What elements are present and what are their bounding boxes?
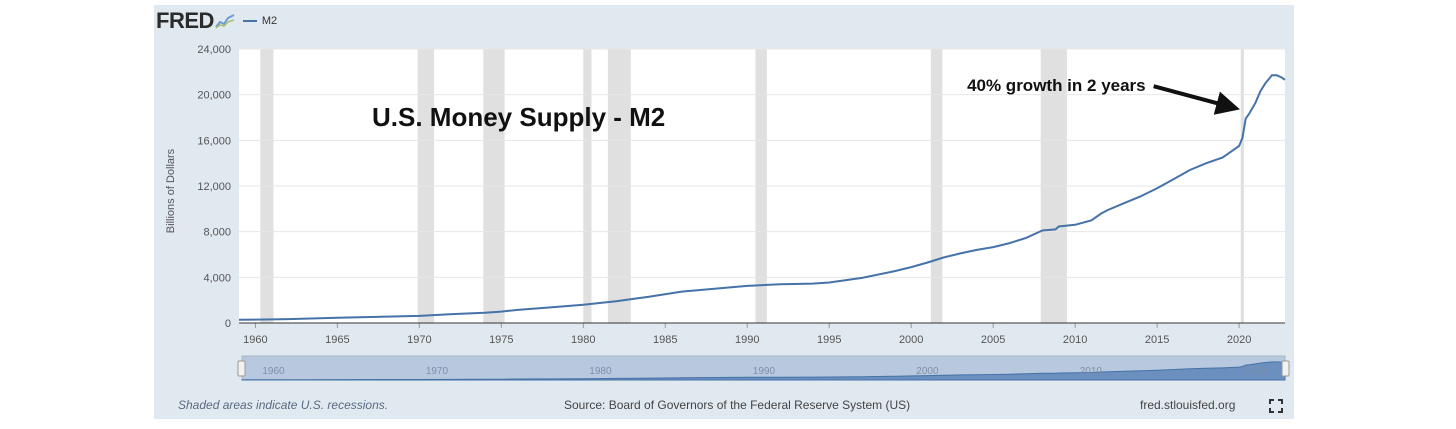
navigator-tick-label: 1970 <box>426 366 449 377</box>
navigator-handle-left[interactable] <box>237 360 246 377</box>
x-tick-label: 1980 <box>571 334 595 346</box>
source-note: Source: Board of Governors of the Federa… <box>564 398 911 412</box>
legend[interactable]: M2 <box>242 15 278 27</box>
legend-swatch <box>242 20 257 22</box>
x-tick-label: 1990 <box>735 334 759 346</box>
navigator-tick-label: 1990 <box>753 366 776 377</box>
grid-layer <box>239 48 1285 278</box>
range-navigator[interactable]: 1960 1970 1980 1990 2000 2010 2020 <box>237 355 1290 381</box>
y-tick-label: 4,000 <box>203 272 231 284</box>
annotation-text: 40% growth in 2 years <box>967 76 1146 95</box>
site-link[interactable]: fred.stlouisfed.org <box>1140 398 1236 412</box>
annotation-arrow <box>1153 84 1240 115</box>
x-tick-label: 1985 <box>653 334 677 346</box>
navigator-tick-label: 2000 <box>916 366 939 377</box>
annotation-layer: 40% growth in 2 years <box>967 76 1240 115</box>
legend-label: M2 <box>261 15 278 27</box>
y-tick-label: 0 <box>225 318 231 330</box>
navigator-tick-label: 2020 <box>1243 366 1266 377</box>
navigator-tick-label: 1960 <box>262 366 285 377</box>
x-tick-label: 2000 <box>899 334 923 346</box>
xtick-layer: 1960 1965 1970 1975 1980 1985 1990 1995 2000 2005… <box>243 323 1251 346</box>
chart-card: 0 4,000 8,000 12,000 16,000 20,000 24,000 1960… <box>154 5 1294 419</box>
x-tick-label: 2020 <box>1227 334 1251 346</box>
y-tick-label: 20,000 <box>197 90 231 102</box>
x-tick-label: 2010 <box>1063 334 1087 346</box>
series-line-m2 <box>238 74 1286 321</box>
fullscreen-icon[interactable] <box>1269 399 1283 413</box>
chart-svg: 0 4,000 8,000 12,000 16,000 20,000 24,000 1960… <box>165 44 1290 381</box>
x-tick-label: 1960 <box>243 334 267 346</box>
y-tick-label: 8,000 <box>203 227 231 239</box>
y-tick-label: 12,000 <box>197 181 231 193</box>
x-tick-label: 1970 <box>407 334 431 346</box>
recession-note: Shaded areas indicate U.S. recessions. <box>178 398 389 412</box>
x-tick-label: 1995 <box>817 334 841 346</box>
navigator-tick-label: 2010 <box>1080 366 1103 377</box>
navigator-tick-label: 1980 <box>589 366 612 377</box>
x-tick-label: 2005 <box>981 334 1005 346</box>
fred-logo[interactable]: FRED <box>156 8 214 33</box>
navigator-area <box>241 361 1286 381</box>
x-tick-label: 2015 <box>1145 334 1169 346</box>
fred-trend-icon <box>214 13 235 29</box>
y-tick-label: 16,000 <box>197 135 231 147</box>
x-tick-label: 1965 <box>325 334 349 346</box>
y-axis-label: Billions of Dollars <box>165 148 177 233</box>
ytick-layer: 0 4,000 8,000 12,000 16,000 20,000 24,000 <box>197 44 231 330</box>
fred-header: FRED M2 <box>156 7 277 35</box>
navigator-labels: 1960 1970 1980 1990 2000 2010 2020 <box>262 366 1266 377</box>
navigator-handle-right[interactable] <box>1281 360 1290 377</box>
chart-title: U.S. Money Supply - M2 <box>372 102 665 132</box>
y-tick-label: 24,000 <box>197 44 231 56</box>
x-tick-label: 1975 <box>489 334 513 346</box>
